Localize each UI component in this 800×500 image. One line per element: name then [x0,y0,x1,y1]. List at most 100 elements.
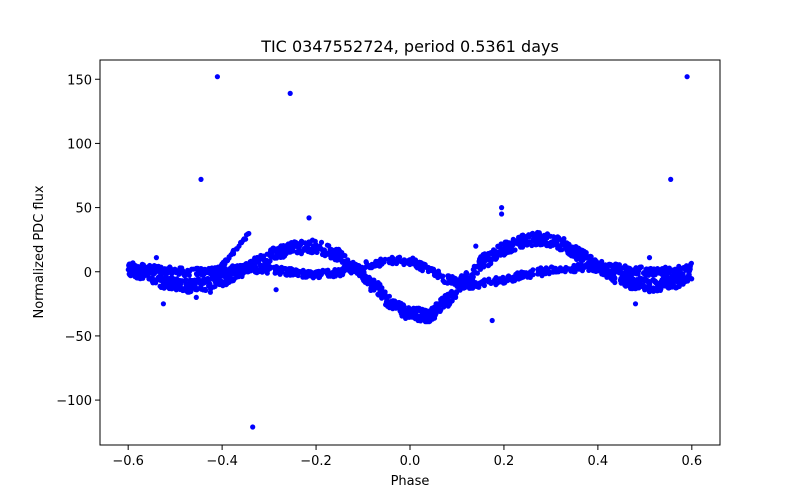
secondary-curve-point [419,268,425,274]
secondary-curve-point [198,266,204,272]
main-curve-point [685,278,691,284]
main-curve-point [449,288,455,295]
main-curve-point [336,246,342,252]
main-curve-point [370,287,376,293]
main-curve-point [637,275,643,281]
secondary-curve-point [316,274,323,280]
secondary-curve-point [456,277,462,283]
secondary-curve-point [235,270,241,276]
secondary-curve-point [507,274,513,281]
main-curve-point [231,276,237,282]
main-curve-point [576,245,582,251]
secondary-curve-point [670,267,677,273]
secondary-curve-point [369,265,375,271]
secondary-curve-point [635,271,641,277]
outlier-point [207,289,213,295]
secondary-curve-point [307,272,313,278]
main-curve-point [305,241,311,247]
main-curve-point [200,287,206,293]
main-curve-point [400,302,406,308]
main-curve-point [127,272,133,278]
secondary-curve-point [580,264,586,270]
secondary-curve-point [427,266,434,272]
secondary-curve-point [339,267,345,273]
main-curve-point [470,273,476,279]
x-axis-label: Phase [391,474,430,489]
main-curve-point [524,234,530,240]
main-curve-point [517,235,524,241]
main-curve-point [672,278,679,284]
main-curve-point [617,277,624,283]
secondary-curve-point [552,269,558,275]
main-curve-point [555,234,561,240]
main-curve-point [668,279,675,285]
x-axis-ticks: −0.6 −0.4 −0.2 0.0 0.2 0.4 0.6 [112,445,702,469]
secondary-curve-point [662,264,669,270]
secondary-curve-point [303,269,309,275]
main-curve-point [197,280,203,286]
main-curve-point [165,276,171,283]
secondary-curve-point [609,263,616,269]
secondary-curve-point [630,267,636,273]
outlier-point [684,74,690,80]
secondary-curve-point [360,267,366,273]
secondary-curve-point [296,268,302,275]
main-curve-point [424,315,430,322]
secondary-curve-point [643,266,649,273]
secondary-curve-point [273,270,279,276]
main-curve-point [268,248,274,254]
secondary-curve-point [675,269,681,275]
secondary-curve-point [592,266,598,272]
secondary-curve-point [337,273,343,279]
main-curve-point [396,299,402,306]
main-curve-point [272,254,278,260]
main-curve-point [452,294,459,300]
secondary-curve-point [535,266,542,272]
main-curve-point [550,234,557,240]
main-curve-point [650,288,657,294]
secondary-curve-point [141,265,147,271]
main-curve-point [161,285,167,291]
main-curve-point [176,280,182,286]
main-curve-point [656,286,662,292]
secondary-curve-point [442,279,448,285]
secondary-curve-point [579,268,586,274]
main-curve-point [610,277,616,283]
main-curve-point [463,270,469,276]
main-curve-point [324,242,330,248]
main-curve-point [256,255,262,261]
secondary-curve-point [126,262,132,268]
main-curve-point [497,243,503,249]
main-curve-point [444,296,451,302]
outlier-point [473,243,479,249]
main-curve-point [408,306,414,312]
secondary-curve-point [199,272,205,278]
main-curve-point [438,307,444,313]
y-tick-label: −50 [65,330,92,345]
main-curve-point [297,243,303,249]
secondary-curve-point [302,274,308,280]
main-curve-point [459,273,465,279]
main-curve-point [474,270,480,276]
main-curve-point [488,261,494,267]
secondary-curve-point [271,264,277,270]
outlier-point [306,215,312,221]
main-curve-point [643,284,650,290]
secondary-curve-point [476,282,482,288]
main-curve-point [160,280,166,286]
secondary-curve-point [472,280,479,286]
main-curve-point [529,242,535,249]
secondary-curve-point [492,276,498,283]
main-curve-point [659,277,665,283]
secondary-curve-point [402,257,408,263]
secondary-curve-point [289,271,296,277]
main-curve-point [412,316,418,322]
main-curve-point [189,282,195,288]
main-curve-point [622,277,628,284]
outlier-point [489,317,495,324]
secondary-curve-point [363,259,369,265]
main-curve-point [536,240,542,246]
main-curve-point [288,240,294,246]
secondary-curve-point [183,271,189,277]
secondary-curve-point [602,265,608,271]
